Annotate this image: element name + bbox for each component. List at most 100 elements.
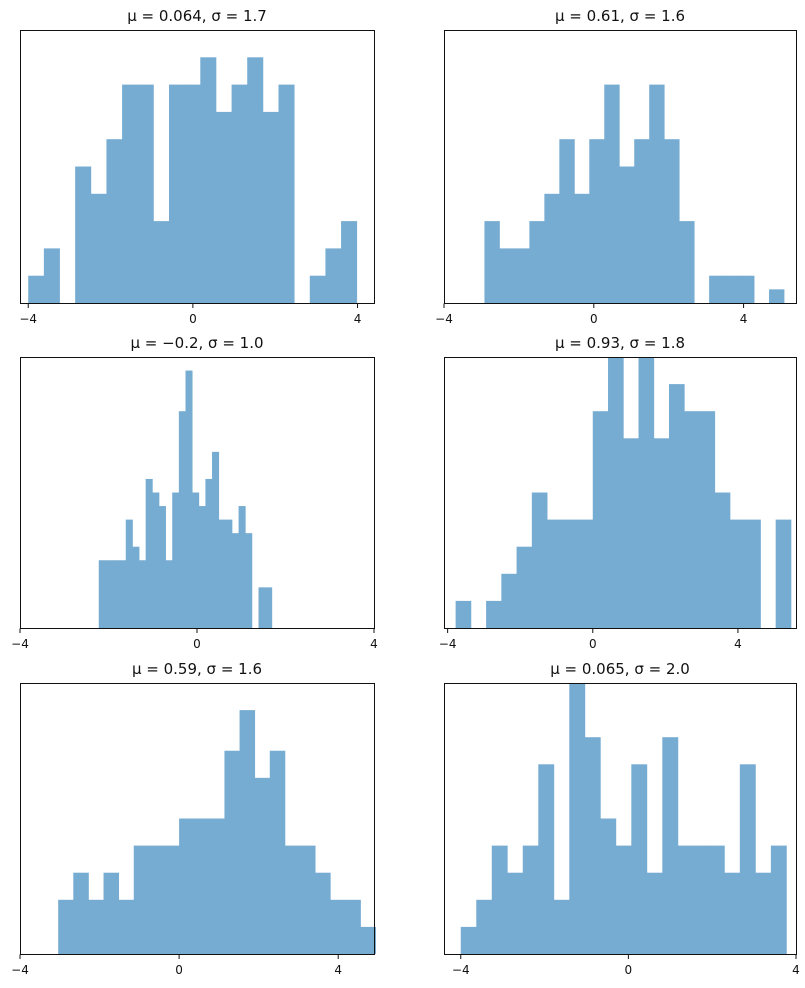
- histogram-bar: [309, 275, 326, 303]
- histogram-bar: [106, 139, 123, 303]
- x-tick-label: 0: [625, 963, 633, 977]
- x-tick-label: 4: [334, 963, 342, 977]
- histogram-bar: [664, 139, 680, 303]
- histogram-bar: [486, 600, 502, 628]
- histogram-bar: [90, 193, 107, 303]
- histogram-bar: [677, 845, 694, 954]
- histogram-bar: [184, 84, 201, 303]
- histogram-panel: −4 0 4 μ = 0.065, σ = 2.0: [444, 660, 800, 977]
- histogram-bar: [139, 560, 147, 628]
- histogram-bar: [209, 818, 225, 954]
- histogram-bar: [529, 221, 545, 303]
- histogram-bar: [584, 737, 601, 954]
- histogram-bar: [514, 248, 530, 303]
- histogram-bar: [330, 899, 346, 954]
- histogram-bar: [345, 899, 361, 954]
- histogram-bar: [58, 899, 74, 954]
- histogram-bar: [634, 139, 650, 303]
- histogram-panel: −4 0 4 μ = 0.064, σ = 1.7: [19, 7, 375, 326]
- histogram-bar: [88, 899, 104, 954]
- histogram-bar: [132, 546, 140, 628]
- plot-frame: [444, 357, 797, 629]
- x-tick-label: 4: [792, 963, 800, 977]
- histogram-bar: [245, 533, 253, 628]
- histogram-bar: [341, 221, 358, 303]
- histogram-bar: [262, 111, 279, 304]
- histogram-bar: [553, 899, 570, 954]
- histogram-bar: [604, 84, 620, 303]
- histogram-bar: [559, 139, 575, 303]
- histogram-bar: [205, 478, 213, 628]
- x-tick-label: 0: [589, 637, 597, 651]
- histogram-bar: [531, 492, 548, 628]
- histogram-bar: [544, 193, 560, 303]
- histogram-bar: [178, 411, 186, 628]
- histogram-bar: [284, 845, 301, 954]
- plot-frame: [444, 30, 797, 304]
- histogram-panel: −4 0 4 μ = 0.59, σ = 1.6: [11, 660, 376, 977]
- histogram-bar: [649, 84, 665, 303]
- histogram-bar: [491, 845, 508, 954]
- panel-title: μ = 0.064, σ = 1.7: [127, 7, 267, 25]
- histogram-bar: [755, 872, 772, 954]
- histogram-bar: [709, 275, 725, 303]
- histogram-bar: [152, 492, 160, 628]
- histogram-bar: [145, 478, 153, 628]
- panel-title: μ = 0.065, σ = 2.0: [550, 660, 690, 678]
- histogram-bar: [714, 492, 731, 628]
- histogram-bar: [577, 519, 594, 628]
- histogram-bar: [619, 166, 635, 303]
- histogram-bar: [254, 777, 271, 954]
- histogram-bar: [315, 872, 331, 954]
- histogram-bar: [238, 506, 246, 628]
- histogram-bar: [684, 411, 700, 628]
- plot-frame: [444, 683, 797, 955]
- histogram-bar: [198, 506, 206, 628]
- x-tick-label: 4: [734, 637, 742, 651]
- histogram-bar: [522, 845, 539, 954]
- histogram-bar: [137, 84, 154, 303]
- histogram-bar: [569, 683, 586, 954]
- histogram-bar: [73, 872, 89, 954]
- histogram-bar: [225, 519, 233, 628]
- histogram-bar: [224, 750, 240, 954]
- x-tick-label: 0: [590, 312, 598, 326]
- histogram-bar: [98, 560, 120, 628]
- histogram-bar: [231, 533, 239, 628]
- histogram-bar: [119, 560, 127, 628]
- histogram-bar: [538, 764, 555, 954]
- histogram-bar: [693, 845, 710, 954]
- x-tick-label: −4: [19, 312, 37, 326]
- histogram-bar: [699, 411, 716, 628]
- x-tick-label: 0: [193, 637, 201, 651]
- histogram-bar: [745, 519, 761, 628]
- histogram-bar: [278, 84, 295, 303]
- plot-frame: [20, 683, 375, 955]
- histogram-bar: [125, 519, 133, 628]
- x-tick-label: −4: [439, 637, 457, 651]
- histogram-bar: [769, 289, 785, 303]
- panel-title: μ = −0.2, σ = 1.0: [130, 334, 263, 352]
- histogram-bar: [499, 248, 515, 303]
- x-tick-label: 4: [354, 312, 362, 326]
- histogram-bar: [507, 872, 524, 954]
- histogram-bar: [476, 899, 493, 954]
- histogram-bar: [360, 926, 376, 954]
- histogram-bar: [231, 84, 248, 303]
- histogram-bar: [455, 600, 472, 628]
- histogram-bar: [724, 872, 741, 954]
- x-tick-label: 0: [189, 312, 197, 326]
- histogram-bar: [589, 139, 605, 303]
- histogram-bar: [662, 737, 679, 954]
- x-tick-label: −4: [11, 963, 29, 977]
- histogram-bar: [185, 370, 193, 628]
- histogram-bar: [239, 710, 256, 954]
- histogram-bar: [646, 872, 663, 954]
- histogram-bar: [547, 519, 563, 628]
- histogram-bar: [165, 560, 173, 628]
- histogram-bar: [638, 357, 655, 628]
- histogram-bar: [103, 872, 120, 954]
- x-tick-label: −4: [11, 637, 29, 651]
- histogram-bar: [75, 166, 92, 303]
- histogram-bar: [325, 248, 342, 303]
